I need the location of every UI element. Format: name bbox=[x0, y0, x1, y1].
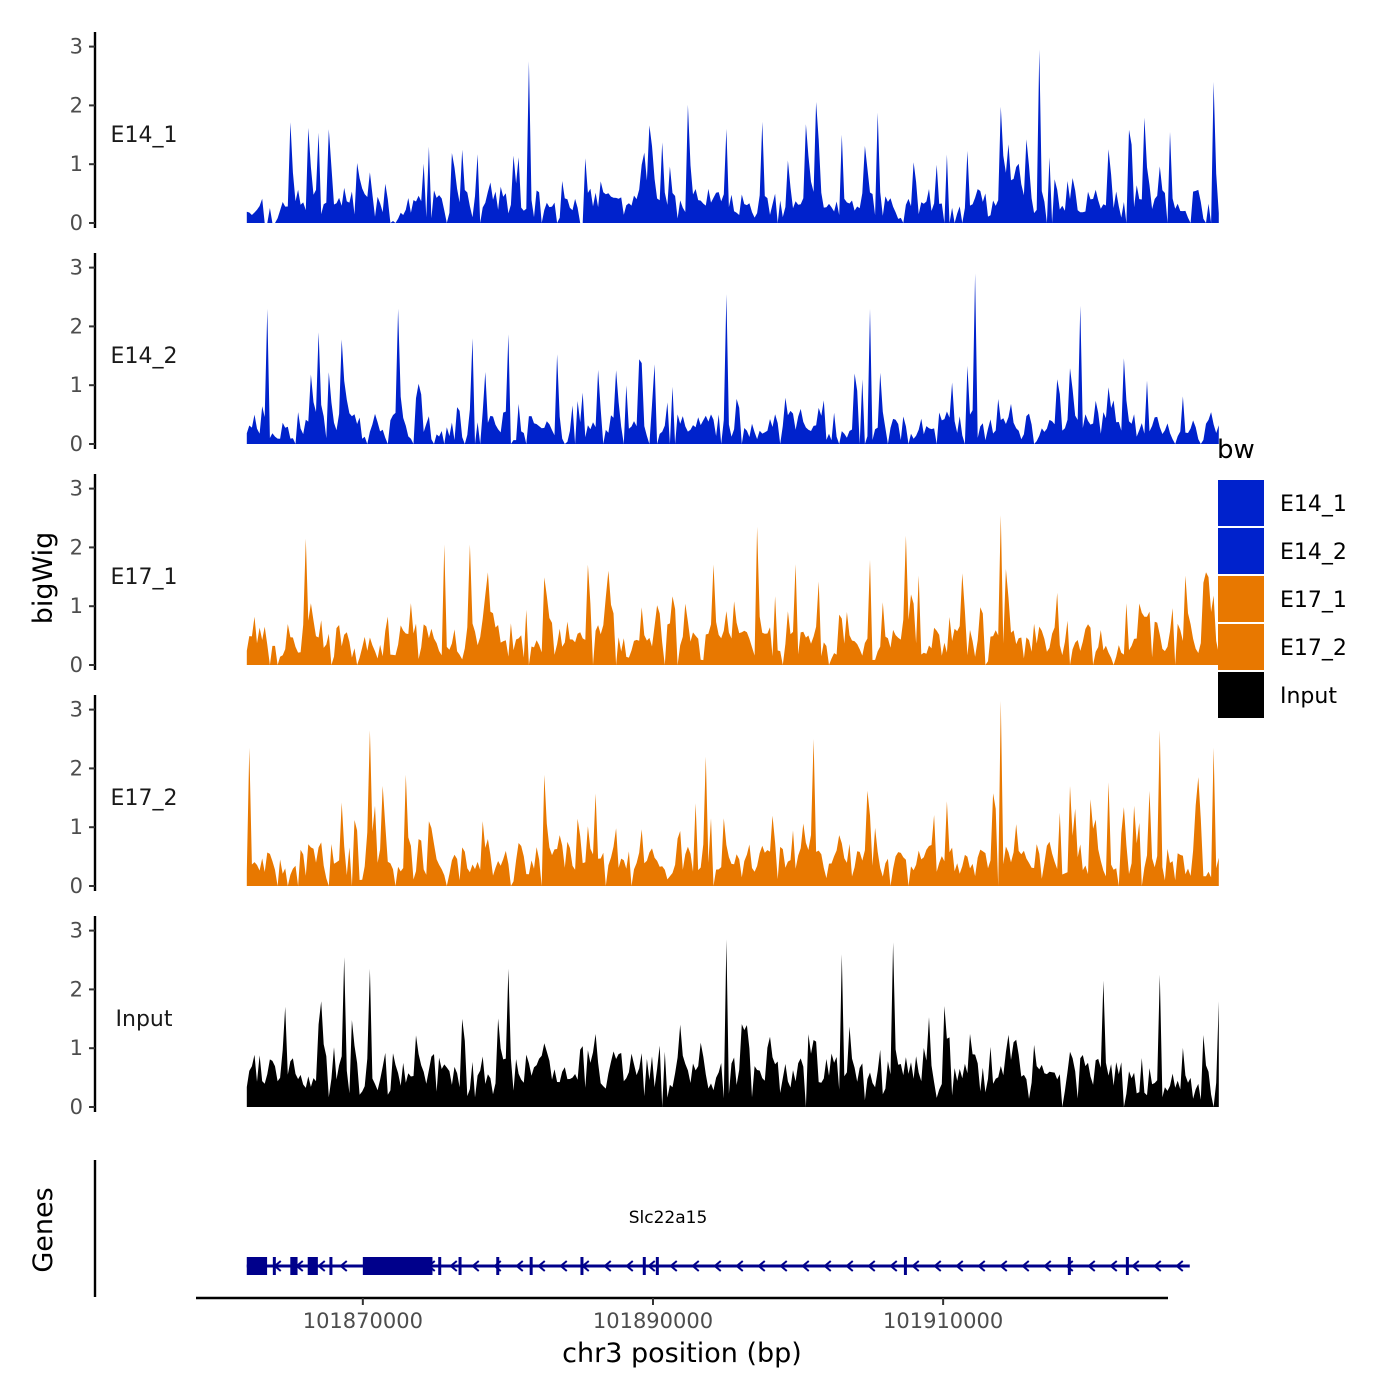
strand-chevron bbox=[977, 1260, 986, 1272]
x-axis-title: chr3 position (bp) bbox=[562, 1338, 802, 1369]
coverage-area-E17_2 bbox=[246, 700, 1219, 886]
track-label: Input bbox=[116, 1007, 173, 1032]
legend-title: bw bbox=[1217, 435, 1255, 465]
strand-chevron bbox=[867, 1260, 876, 1272]
y-tick-label: 2 bbox=[70, 535, 83, 559]
legend-swatch-Input bbox=[1218, 672, 1264, 718]
strand-chevron bbox=[1109, 1260, 1118, 1272]
legend-label: Input bbox=[1280, 684, 1337, 709]
strand-chevron bbox=[669, 1260, 678, 1272]
exon bbox=[580, 1257, 584, 1275]
y-tick-label: 0 bbox=[70, 432, 83, 456]
strand-chevron bbox=[537, 1260, 546, 1272]
y-tick-label: 3 bbox=[70, 477, 83, 501]
coverage-area-E14_1 bbox=[246, 49, 1219, 223]
strand-chevron bbox=[449, 1260, 458, 1272]
strand-chevron bbox=[1021, 1260, 1030, 1272]
x-tick-label: 101870000 bbox=[303, 1309, 423, 1333]
strand-chevron bbox=[603, 1260, 612, 1272]
strand-chevron bbox=[317, 1260, 326, 1272]
strand-chevron bbox=[647, 1260, 656, 1272]
strand-chevron bbox=[823, 1260, 832, 1272]
strand-chevron bbox=[515, 1260, 524, 1272]
track-panel-E14_1: 0 1 2 3 E14_1 bbox=[70, 32, 1219, 235]
y-axis-title: bigWig bbox=[28, 532, 59, 625]
legend-label: E14_2 bbox=[1280, 540, 1347, 565]
strand-chevron bbox=[845, 1260, 854, 1272]
y-tick-label: 3 bbox=[70, 698, 83, 722]
track-panel-E17_2: 0 1 2 3 E17_2 bbox=[70, 695, 1219, 898]
legend-label: E14_1 bbox=[1280, 492, 1347, 517]
strand-chevron bbox=[713, 1260, 722, 1272]
y-tick-label: 0 bbox=[70, 1095, 83, 1119]
track-label: E17_1 bbox=[111, 565, 178, 590]
exon bbox=[529, 1257, 533, 1275]
track-panel-E17_1: 0 1 2 3 E17_1 bbox=[70, 474, 1219, 677]
y-tick-label: 1 bbox=[70, 152, 83, 176]
y-tick-label: 1 bbox=[70, 1036, 83, 1060]
y-tick-label: 3 bbox=[70, 256, 83, 280]
strand-chevron bbox=[889, 1260, 898, 1272]
legend-swatch-E17_2 bbox=[1218, 624, 1264, 670]
legend-swatch-E14_1 bbox=[1218, 480, 1264, 526]
y-tick-label: 2 bbox=[70, 756, 83, 780]
y-tick-label: 1 bbox=[70, 594, 83, 618]
exon bbox=[290, 1257, 298, 1275]
strand-chevron bbox=[1153, 1260, 1162, 1272]
strand-chevron bbox=[999, 1260, 1008, 1272]
strand-chevron bbox=[1131, 1260, 1140, 1272]
strand-chevron bbox=[933, 1260, 942, 1272]
strand-chevron bbox=[559, 1260, 568, 1272]
strand-chevron bbox=[1043, 1260, 1052, 1272]
exon bbox=[246, 1257, 268, 1275]
strand-chevron bbox=[691, 1260, 700, 1272]
legend-swatch-E14_2 bbox=[1218, 528, 1264, 574]
y-tick-label: 2 bbox=[70, 314, 83, 338]
coverage-area-E14_2 bbox=[246, 273, 1219, 444]
strand-chevron bbox=[801, 1260, 810, 1272]
y-tick-label: 1 bbox=[70, 815, 83, 839]
x-tick-label: 101890000 bbox=[593, 1309, 713, 1333]
strand-chevron bbox=[1087, 1260, 1096, 1272]
x-tick-label: 101910000 bbox=[883, 1309, 1003, 1333]
y-tick-label: 0 bbox=[70, 874, 83, 898]
strand-chevron bbox=[1175, 1260, 1184, 1272]
exon bbox=[362, 1257, 433, 1275]
y-tick-label: 0 bbox=[70, 653, 83, 677]
legend-label: E17_2 bbox=[1280, 636, 1347, 661]
strand-chevron bbox=[757, 1260, 766, 1272]
y-tick-label: 1 bbox=[70, 373, 83, 397]
coverage-area-E17_1 bbox=[246, 515, 1219, 665]
track-label: E14_1 bbox=[111, 123, 178, 148]
strand-chevron bbox=[339, 1260, 348, 1272]
y-tick-label: 0 bbox=[70, 211, 83, 235]
track-panel-Input: 0 1 2 3 Input bbox=[70, 916, 1219, 1119]
track-panel-E14_2: 0 1 2 3 E14_2 bbox=[70, 253, 1219, 456]
y-tick-label: 2 bbox=[70, 977, 83, 1001]
coverage-area-Input bbox=[246, 939, 1219, 1107]
strand-chevron bbox=[955, 1260, 964, 1272]
track-label: E14_2 bbox=[111, 344, 178, 369]
gene-name-label: Slc22a15 bbox=[629, 1208, 708, 1228]
strand-chevron bbox=[471, 1260, 480, 1272]
exon bbox=[307, 1257, 318, 1275]
y-tick-label: 3 bbox=[70, 35, 83, 59]
track-label: E17_2 bbox=[111, 786, 178, 811]
legend-label: E17_1 bbox=[1280, 588, 1347, 613]
x-axis: 101870000 101890000 101910000 chr3 position… bbox=[196, 1296, 1168, 1369]
y-tick-label: 3 bbox=[70, 919, 83, 943]
strand-chevron bbox=[911, 1260, 920, 1272]
strand-chevron bbox=[735, 1260, 744, 1272]
strand-chevron bbox=[625, 1260, 634, 1272]
legend-swatch-E17_1 bbox=[1218, 576, 1264, 622]
strand-chevron bbox=[779, 1260, 788, 1272]
genes-title: Genes bbox=[28, 1187, 59, 1272]
y-tick-label: 2 bbox=[70, 93, 83, 117]
legend: bw E14_1 E14_2 E17_1 E17_2 Input bbox=[1217, 435, 1347, 718]
genes-track: Genes Slc22a15 bbox=[28, 1160, 1190, 1297]
